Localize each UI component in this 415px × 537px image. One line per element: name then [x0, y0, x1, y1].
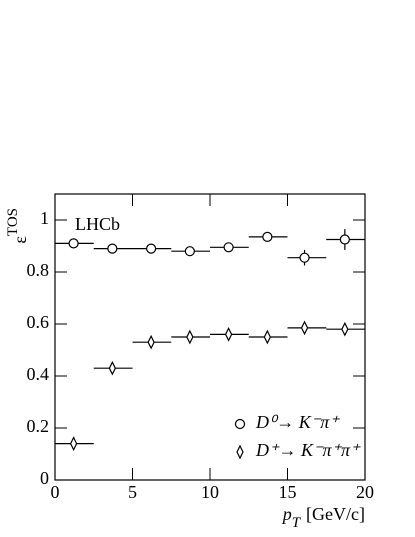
y-label-sup: TOS [5, 208, 21, 236]
data-point [341, 321, 349, 337]
x-tick-label: 0 [51, 482, 60, 502]
data-point [339, 234, 350, 245]
x-tick-label: 10 [201, 482, 219, 502]
legend-label: D⁺→ K⁻π⁺π⁺ [255, 440, 361, 460]
legend-label: D⁰→ K⁻π⁺ [255, 412, 340, 432]
data-point [262, 231, 273, 242]
legend-marker [234, 418, 246, 430]
data-point [107, 243, 118, 254]
annotation: LHCb [75, 214, 120, 234]
y-tick-label: 0.2 [27, 416, 50, 436]
y-tick-label: 0 [40, 468, 49, 488]
x-axis-label: pT [GeV/c] [281, 504, 365, 531]
data-point [69, 436, 78, 451]
y-label-symbol: ε [10, 236, 30, 244]
data-point [184, 246, 195, 257]
y-tick-label: 0.8 [27, 260, 50, 280]
x-tick-label: 5 [128, 482, 137, 502]
legend-marker [236, 444, 244, 460]
x-tick-label: 20 [356, 482, 374, 502]
x-label-sub: T [292, 515, 302, 531]
y-tick-label: 0.4 [27, 364, 50, 384]
x-label-symbol: p [281, 504, 292, 524]
data-point [108, 360, 117, 376]
data-point [146, 243, 157, 254]
y-axis-label: εTOS [5, 208, 30, 244]
data-point [186, 329, 194, 345]
data-point [224, 327, 233, 342]
x-tick-label: 15 [279, 482, 297, 502]
data-point [223, 242, 234, 253]
data-point [300, 320, 309, 336]
data-point [263, 329, 272, 345]
x-label-unit: [GeV/c] [306, 504, 365, 524]
y-tick-label: 1 [40, 208, 49, 228]
y-tick-label: 0.6 [27, 312, 50, 332]
data-point [147, 334, 155, 350]
data-point [68, 238, 79, 249]
data-point [299, 252, 310, 263]
